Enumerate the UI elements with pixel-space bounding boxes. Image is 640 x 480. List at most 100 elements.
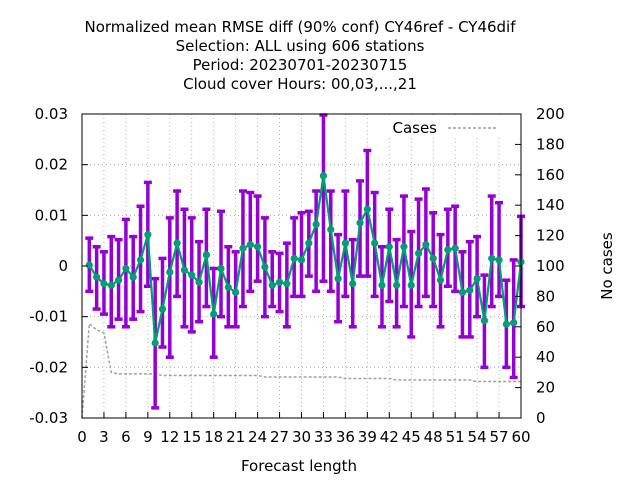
- confidence-errorbars: [85, 113, 525, 410]
- mean-point-13: [173, 239, 181, 247]
- bottom-tick-label-11: 33: [314, 428, 333, 446]
- mean-point-34: [327, 225, 335, 234]
- mean-point-25: [261, 263, 269, 271]
- bottom-tick-label-4: 12: [160, 428, 179, 446]
- mean-point-10: [151, 339, 159, 347]
- right-axis-label: No cases: [598, 232, 616, 300]
- right-tick-label-6: 120: [536, 227, 565, 245]
- right-tick-label-2: 40: [536, 348, 555, 366]
- mean-point-32: [312, 220, 320, 229]
- bottom-tick-label-16: 48: [424, 428, 443, 446]
- mean-point-27: [275, 278, 284, 286]
- mean-point-33: [319, 172, 328, 180]
- bottom-tick-label-17: 51: [446, 428, 465, 446]
- mean-point-56: [488, 254, 496, 262]
- left-tick-label-3: 0: [58, 257, 68, 275]
- mean-point-4: [107, 281, 115, 289]
- left-tick-label-5: 0.02: [35, 156, 68, 174]
- right-axis: 0 20 40 60 80 100 120 140 160 180 200: [515, 105, 565, 427]
- bottom-tick-label-1: 3: [99, 428, 109, 446]
- mean-point-18: [210, 310, 218, 318]
- mean-point-45: [407, 281, 415, 289]
- right-tick-label-5: 100: [536, 257, 565, 275]
- mean-point-53: [466, 286, 474, 294]
- mean-point-28: [283, 280, 291, 288]
- mean-point-42: [385, 243, 393, 251]
- mean-point-36: [341, 239, 349, 247]
- left-tick-label-6: 0.03: [35, 105, 68, 123]
- mean-line: [88, 175, 523, 344]
- title-line-1: Selection: ALL using 606 stations: [176, 37, 425, 55]
- mean-point-17: [202, 251, 210, 259]
- mean-point-1: [85, 261, 93, 269]
- mean-point-43: [393, 281, 401, 289]
- mean-point-19: [217, 264, 225, 273]
- mean-point-7: [129, 273, 137, 281]
- bottom-tick-label-19: 57: [490, 428, 509, 446]
- mean-point-49: [436, 276, 445, 284]
- bottom-tick-label-14: 42: [380, 428, 399, 446]
- bottom-tick-label-15: 45: [402, 428, 421, 446]
- mean-point-46: [414, 249, 423, 257]
- mean-series: [85, 172, 525, 347]
- bottom-tick-label-10: 30: [292, 428, 311, 446]
- left-tick-label-0: -0.03: [29, 409, 68, 427]
- mean-point-40: [371, 239, 379, 247]
- left-axis: -0.03 -0.02 -0.01 0 0.01 0.02 0.03: [29, 105, 88, 427]
- bottom-tick-label-2: 6: [121, 428, 131, 446]
- mean-point-29: [290, 254, 298, 262]
- title-line-0: Normalized mean RMSE diff (90% conf) CY4…: [84, 18, 516, 36]
- mean-point-47: [422, 241, 430, 249]
- bottom-axis: 0 3 6 9 12 15 18 21 24 27 30 33 36 39 42 45 48 51 54 57 60: [77, 412, 531, 446]
- bottom-tick-label-13: 39: [358, 428, 377, 446]
- bottom-tick-label-3: 9: [143, 428, 153, 446]
- mean-point-51: [451, 244, 459, 252]
- mean-point-15: [188, 271, 196, 279]
- mean-point-26: [268, 281, 276, 289]
- right-tick-label-8: 160: [536, 166, 565, 184]
- mean-point-8: [136, 256, 145, 264]
- bottom-tick-label-6: 18: [204, 428, 223, 446]
- bottom-tick-label-8: 24: [248, 428, 267, 446]
- legend-background: [384, 116, 504, 138]
- mean-point-55: [480, 317, 489, 325]
- mean-point-21: [232, 288, 240, 296]
- mean-point-16: [195, 278, 203, 286]
- mean-point-5: [114, 276, 123, 284]
- mean-point-50: [444, 246, 452, 254]
- x-axis-label: Forecast length: [241, 457, 357, 475]
- mean-point-11: [158, 305, 167, 313]
- right-tick-label-4: 80: [536, 287, 555, 305]
- mean-point-57: [495, 256, 503, 264]
- bottom-tick-label-20: 60: [511, 428, 530, 446]
- bottom-tick-label-7: 21: [226, 428, 245, 446]
- bottom-tick-label-0: 0: [77, 428, 87, 446]
- mean-point-59: [510, 319, 518, 327]
- right-tick-label-1: 20: [536, 379, 555, 397]
- mean-point-38: [356, 219, 364, 227]
- mean-point-23: [246, 241, 254, 249]
- mean-point-30: [297, 256, 306, 264]
- chart-title: Normalized mean RMSE diff (90% conf) CY4…: [84, 18, 516, 93]
- mean-point-37: [349, 280, 357, 288]
- mean-point-48: [429, 254, 437, 262]
- mean-point-14: [180, 266, 189, 274]
- mean-point-58: [502, 320, 510, 328]
- legend: Cases: [384, 116, 504, 138]
- right-tick-label-10: 200: [536, 105, 565, 123]
- right-tick-label-7: 140: [536, 196, 565, 214]
- mean-point-35: [334, 275, 342, 283]
- bottom-tick-label-18: 54: [468, 428, 487, 446]
- left-tick-label-1: -0.02: [29, 358, 68, 376]
- mean-point-44: [400, 243, 408, 251]
- mean-point-22: [239, 244, 247, 252]
- mean-point-3: [100, 280, 108, 288]
- right-tick-label-3: 60: [536, 318, 555, 336]
- mean-point-24: [254, 243, 262, 251]
- title-line-2: Period: 20230701-20230715: [193, 56, 408, 74]
- legend-label-cases: Cases: [392, 119, 437, 137]
- mean-point-2: [93, 273, 101, 281]
- left-tick-label-2: -0.01: [29, 308, 68, 326]
